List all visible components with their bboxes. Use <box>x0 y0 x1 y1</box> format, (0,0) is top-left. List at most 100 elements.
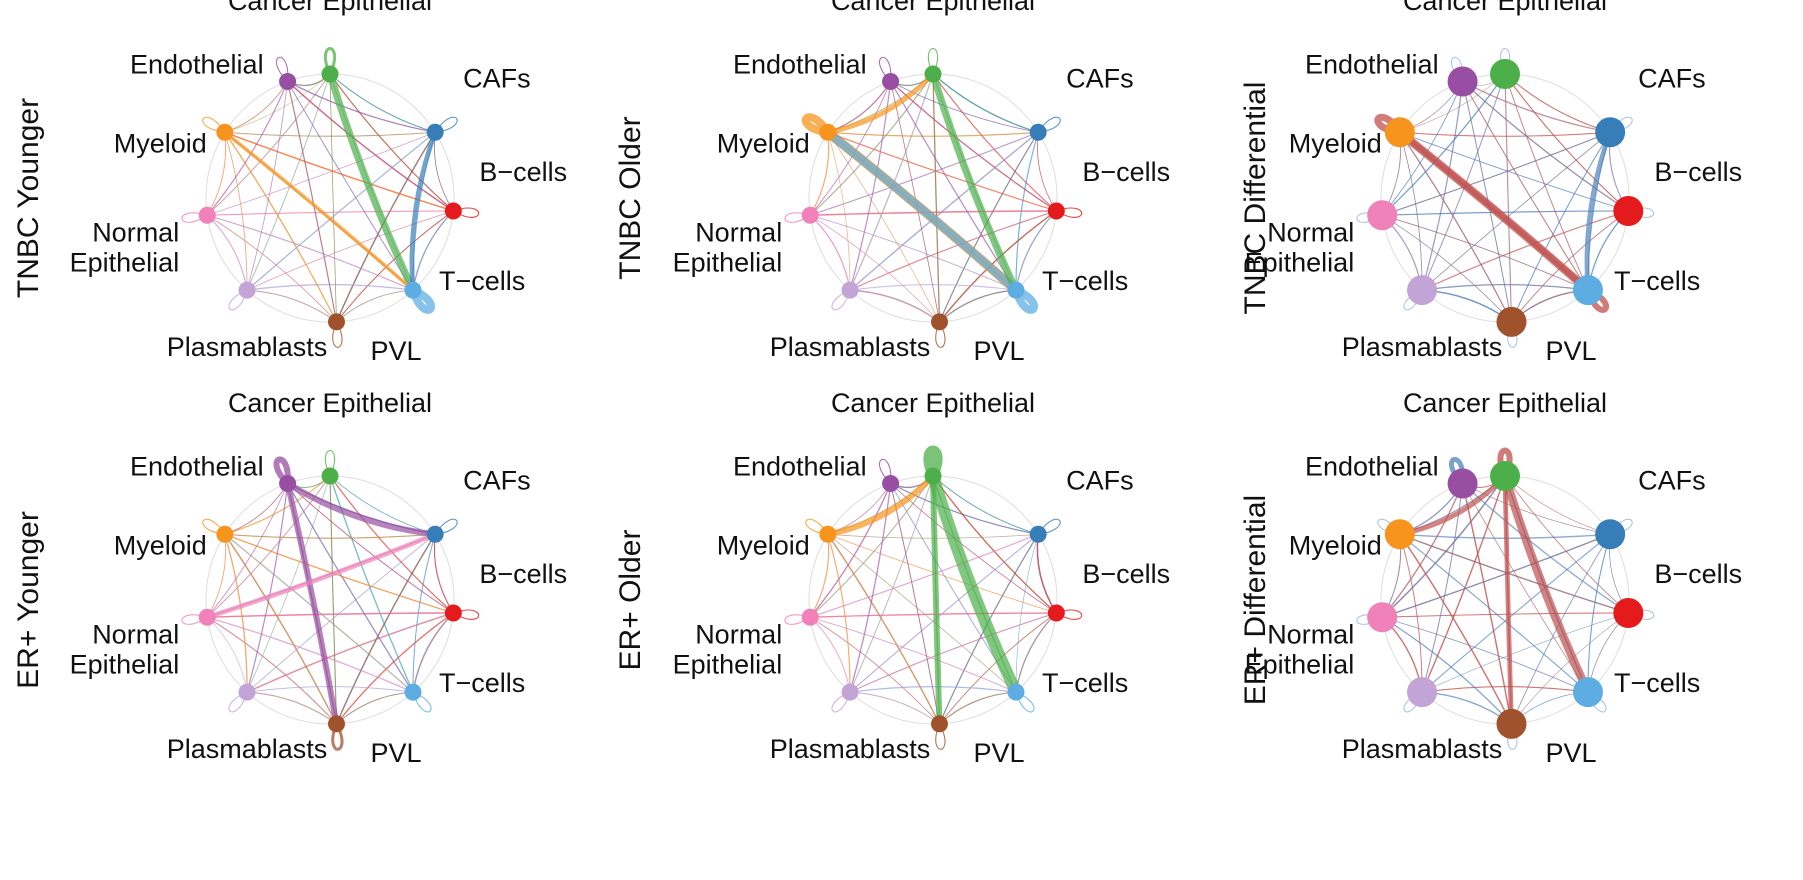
strong-edge-myeloid-to-t-cells <box>223 130 415 292</box>
interaction-edge <box>224 533 436 539</box>
interaction-edge <box>890 483 940 724</box>
interaction-edge <box>224 533 454 614</box>
interaction-edge <box>890 81 1057 212</box>
strong-edge-cancer-epithelial-to-t-cells <box>1500 471 1593 697</box>
interaction-edge <box>1399 132 1629 212</box>
interaction-edge <box>849 210 1057 291</box>
self-loop-cancer-epithelial <box>323 47 337 75</box>
panel-er-younger: Cancer Epithelial CAFs B−cells T−cells PVL Pl… <box>12 388 567 768</box>
interaction-edge <box>849 284 1017 291</box>
node-cafs <box>426 525 444 543</box>
interaction-edge <box>849 210 1057 291</box>
interaction-edge <box>827 534 851 693</box>
node-label-t-cells: T−cells <box>1614 668 1700 698</box>
panel-title: ER+ Older <box>614 530 647 671</box>
interaction-edge <box>1382 616 1589 693</box>
node-label-plasmablasts: Plasmablasts <box>770 332 931 362</box>
node-label-t-cells: T−cells <box>439 266 525 296</box>
node-pvl <box>1496 708 1527 739</box>
node-cafs <box>426 123 444 141</box>
interaction-edge <box>206 132 227 216</box>
node-label-b-cells: B−cells <box>479 559 567 589</box>
interaction-edge <box>1462 81 1589 291</box>
node-label-b-cells: B−cells <box>1082 559 1170 589</box>
node-pvl <box>1496 306 1527 337</box>
interaction-edge <box>329 475 454 614</box>
interaction-edge <box>1421 612 1629 693</box>
interaction-edge <box>849 691 940 725</box>
interaction-edge <box>827 73 934 133</box>
interaction-edge <box>890 483 1039 535</box>
self-loop-normal-epithelial <box>784 212 811 223</box>
interaction-edge <box>246 475 331 693</box>
interaction-edge <box>939 612 1057 725</box>
interaction-edge <box>1462 483 1589 693</box>
interaction-edge <box>287 80 436 133</box>
panel-tnbc-younger: Cancer Epithelial CAFs B−cells T−cells PVL Pl… <box>12 0 567 366</box>
node-myeloid <box>819 123 837 141</box>
interaction-edge <box>207 131 436 216</box>
interaction-edge <box>810 612 1057 618</box>
strong-edge-cafs-to-t-cells <box>1584 129 1613 293</box>
interaction-edge <box>1421 81 1464 291</box>
interaction-edge <box>1462 482 1629 614</box>
interaction-edge <box>246 283 414 291</box>
interaction-edge <box>329 73 337 322</box>
self-loop-b-cells <box>453 609 480 620</box>
self-loop-t-cells <box>412 691 432 713</box>
interaction-edge <box>810 131 1039 216</box>
node-normal-epithelial <box>198 206 216 224</box>
interaction-edge <box>246 131 436 291</box>
interaction-edge <box>329 73 436 133</box>
interaction-edge <box>1399 533 1629 614</box>
node-label-normal-epithelial: Normal Epithelial <box>70 619 180 679</box>
interaction-edge <box>1511 612 1629 724</box>
node-cancer-epithelial <box>321 65 339 83</box>
interaction-edge <box>224 132 248 291</box>
node-label-cancer-epithelial: Cancer Epithelial <box>1403 0 1607 16</box>
interaction-edge <box>849 686 1017 693</box>
interaction-edge <box>287 81 454 212</box>
interaction-edge <box>1504 73 1611 133</box>
node-label-pvl: PVL <box>1545 738 1596 768</box>
interaction-edge <box>939 612 1057 724</box>
interaction-edge <box>1382 612 1629 618</box>
node-label-normal-epithelial: Normal Epithelial <box>70 217 180 277</box>
node-label-endothelial: Endothelial <box>130 49 264 79</box>
self-loop-myeloid <box>202 518 226 535</box>
interaction-edge <box>287 81 414 291</box>
interaction-edge <box>938 210 1057 323</box>
node-label-b-cells: B−cells <box>479 157 567 187</box>
strong-edge-cancer-epithelial-to-t-cells <box>326 70 417 294</box>
interaction-edge <box>224 534 248 693</box>
strong-edge-cafs-to-t-cells <box>409 129 438 293</box>
interaction-edge <box>224 483 289 535</box>
interaction-edge <box>433 534 454 614</box>
self-loop-myeloid <box>805 518 829 535</box>
strong-edge-t-cells-to-myeloid <box>1396 129 1591 294</box>
self-loop-t-cells <box>409 286 435 314</box>
node-b-cells <box>444 202 462 220</box>
interaction-edge <box>849 475 934 693</box>
node-pvl <box>930 313 948 331</box>
interaction-edge <box>1462 81 1629 212</box>
interaction-edge <box>1382 617 1512 725</box>
interaction-edge <box>246 483 289 693</box>
self-loop-t-cells <box>1015 691 1035 713</box>
interaction-edge <box>336 210 454 323</box>
panel-title: TNBC Differential <box>1239 82 1272 315</box>
interaction-edge <box>1511 612 1629 725</box>
node-label-b-cells: B−cells <box>1654 559 1742 589</box>
node-label-cancer-epithelial: Cancer Epithelial <box>228 388 432 418</box>
interaction-edge <box>827 534 940 724</box>
interaction-edge <box>246 533 436 693</box>
interaction-edge <box>810 214 1017 291</box>
node-label-normal-epithelial: Normal Epithelial <box>1245 217 1355 277</box>
self-loop-cancer-epithelial <box>923 445 943 479</box>
self-loop-cancer-epithelial <box>324 450 336 477</box>
interaction-edge <box>247 289 337 323</box>
interaction-edge <box>335 612 454 725</box>
node-label-cafs: CAFs <box>463 63 531 93</box>
interaction-edge <box>932 73 1057 212</box>
interaction-edge <box>206 81 289 216</box>
